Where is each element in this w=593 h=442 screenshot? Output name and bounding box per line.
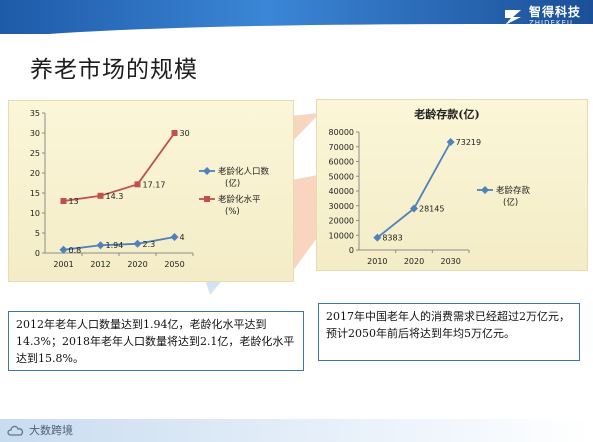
data-label: 4 — [180, 233, 185, 242]
footer-text: 大数跨境 — [29, 424, 73, 437]
x-tick-label: 2030 — [440, 257, 460, 266]
note-population: 2012年老年人口数量达到1.94亿，老龄化水平达到14.3%；2018年老年人… — [8, 311, 304, 371]
footer-bar — [0, 419, 593, 442]
data-point — [96, 241, 105, 250]
brand-text: 智得科技 ZHIDEKEJI — [529, 6, 581, 28]
y-tick-label: 50000 — [329, 172, 354, 181]
x-tick-label: 2020 — [404, 257, 424, 266]
series-line — [376, 141, 452, 239]
y-tick-label: 20 — [30, 169, 40, 178]
x-tick-label: 2010 — [367, 257, 387, 266]
data-point — [60, 198, 67, 204]
header-swoosh — [0, 24, 593, 42]
y-tick-label: 10 — [30, 209, 40, 218]
x-tick-label: 2020 — [127, 260, 147, 269]
y-tick-label: 30000 — [329, 202, 354, 211]
data-point — [59, 245, 68, 254]
zhideke-logo-icon — [504, 10, 521, 25]
series-line — [63, 132, 176, 202]
data-label: 1.94 — [106, 241, 124, 250]
y-tick-label: 35 — [30, 109, 40, 118]
data-point — [170, 233, 179, 241]
data-label: 30 — [180, 129, 190, 138]
legend-marker — [203, 167, 211, 175]
cloud-logo-icon — [7, 425, 24, 436]
y-tick-label: 80000 — [329, 128, 354, 137]
y-tick-label: 25 — [30, 149, 40, 158]
x-tick-label: 2012 — [90, 260, 110, 269]
y-tick-label: 0 — [349, 246, 354, 255]
data-point — [373, 233, 382, 242]
y-tick-label: 15 — [30, 189, 40, 198]
legend-label: (亿) — [503, 197, 518, 208]
legend-label: (亿) — [225, 178, 240, 189]
y-tick-label: 10000 — [329, 231, 354, 240]
data-point — [97, 192, 104, 199]
header-bar: 智得科技 ZHIDEKEJI — [0, 0, 593, 42]
page-title: 养老市场的规模 — [30, 57, 198, 83]
y-tick-label: 0 — [35, 249, 40, 258]
y-tick-label: 60000 — [329, 158, 354, 167]
y-tick-label: 30 — [30, 129, 40, 138]
legend-label: 老龄存款 — [496, 185, 531, 196]
chart-panel-savings: 老龄存款(亿) 0 10000 20000 30000 40000 50000 60000 70… — [316, 99, 588, 271]
data-label: 28145 — [419, 204, 444, 213]
note-consumption: 2017年中国老年人的消费需求已经超过2万亿元，预计2050年前后将达到年均5万… — [318, 303, 580, 361]
legend-label: (%) — [225, 207, 240, 217]
chart-title: 老龄存款(亿) — [413, 107, 479, 121]
data-label: 13 — [69, 197, 79, 206]
brand-name-cn: 智得科技 — [528, 5, 581, 19]
data-label: 0.8 — [69, 246, 82, 255]
legend-marker — [481, 186, 489, 194]
x-tick-label: 2001 — [53, 260, 73, 269]
y-tick-label: 70000 — [329, 143, 354, 152]
brand: 智得科技 ZHIDEKEJI — [502, 3, 581, 31]
data-label: 17.17 — [143, 180, 166, 189]
y-tick-label: 20000 — [329, 217, 354, 226]
data-label: 2.3 — [143, 240, 156, 249]
data-point — [446, 138, 455, 147]
population-chart: 0 5 10 15 20 25 30 35 2001 2012 2020 2050 0.8 1.94 2.3… — [30, 109, 270, 269]
data-label: 14.3 — [106, 192, 124, 201]
data-point — [133, 239, 142, 248]
data-label: 73219 — [456, 138, 481, 147]
legend-label: 老龄化水平 — [218, 194, 261, 205]
series-line — [63, 236, 175, 251]
footer-brand: 大数跨境 — [6, 422, 73, 438]
data-label: 8383 — [382, 234, 402, 243]
savings-chart: 老龄存款(亿) 0 10000 20000 30000 40000 50000 60000 70… — [329, 107, 531, 266]
data-point — [134, 181, 141, 188]
x-tick-label: 2050 — [164, 260, 184, 269]
data-point — [410, 204, 418, 213]
legend-label: 老龄化人口数 — [218, 166, 270, 177]
brand-name-en: ZHIDEKEJI — [528, 19, 574, 27]
data-point — [171, 130, 178, 136]
y-tick-label: 5 — [35, 229, 40, 238]
y-tick-label: 40000 — [329, 187, 354, 196]
legend-marker — [204, 196, 210, 202]
chart-panel-population: 0 5 10 15 20 25 30 35 2001 2012 2020 2050 0.8 1.94 2.3… — [8, 100, 294, 282]
